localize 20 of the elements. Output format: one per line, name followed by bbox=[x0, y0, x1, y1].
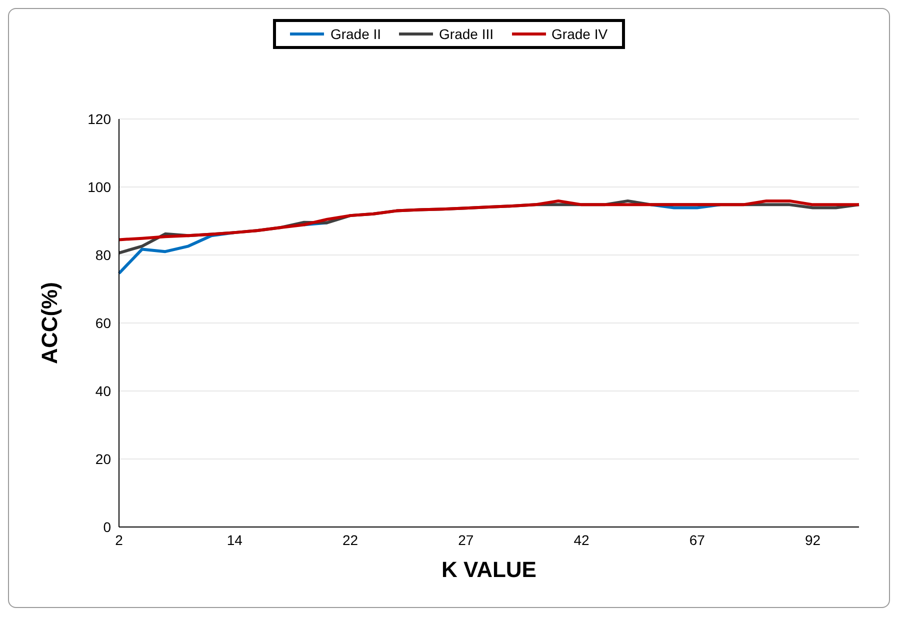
x-tick-label: 27 bbox=[458, 532, 474, 548]
x-tick-label: 22 bbox=[342, 532, 358, 548]
y-axis-title: ACC(%) bbox=[36, 282, 62, 364]
y-tick-label: 0 bbox=[103, 518, 112, 535]
y-tick-label: 120 bbox=[88, 110, 112, 127]
x-tick-label: 2 bbox=[115, 532, 124, 548]
y-tick-label: 100 bbox=[88, 178, 112, 195]
x-axis-title: K VALUE bbox=[442, 557, 536, 582]
y-tick-label: 60 bbox=[95, 314, 112, 331]
y-tick-label: 20 bbox=[95, 450, 112, 467]
legend-label: Grade II bbox=[329, 26, 382, 42]
y-tick-label: 80 bbox=[95, 246, 112, 263]
legend-label: Grade IV bbox=[550, 26, 608, 42]
y-tick-label: 40 bbox=[95, 382, 112, 399]
x-tick-label: 67 bbox=[689, 532, 706, 548]
x-tick-label: 42 bbox=[574, 532, 590, 548]
x-tick-label: 92 bbox=[804, 532, 821, 548]
x-tick-label: 14 bbox=[226, 532, 243, 548]
legend-label: Grade III bbox=[438, 26, 494, 42]
line-series bbox=[118, 199, 860, 242]
